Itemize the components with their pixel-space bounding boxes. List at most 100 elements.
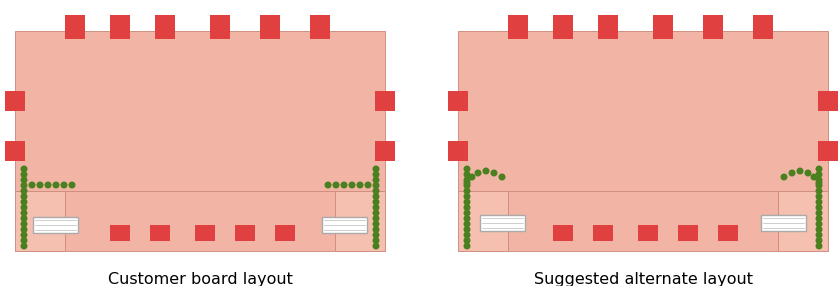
Circle shape bbox=[464, 243, 470, 249]
Bar bbox=[553, 225, 573, 241]
Bar bbox=[155, 15, 175, 39]
Circle shape bbox=[484, 168, 489, 174]
Circle shape bbox=[464, 227, 470, 232]
Circle shape bbox=[21, 210, 27, 216]
Circle shape bbox=[53, 182, 59, 188]
Circle shape bbox=[464, 180, 470, 186]
Circle shape bbox=[816, 199, 822, 205]
Circle shape bbox=[373, 232, 379, 238]
Bar bbox=[818, 91, 838, 111]
Circle shape bbox=[464, 210, 470, 216]
Bar bbox=[5, 141, 25, 161]
Bar bbox=[761, 215, 806, 231]
Circle shape bbox=[464, 172, 470, 177]
Circle shape bbox=[816, 210, 822, 216]
Bar bbox=[33, 217, 78, 233]
Circle shape bbox=[816, 227, 822, 232]
Bar bbox=[275, 225, 295, 241]
Circle shape bbox=[797, 168, 803, 174]
Circle shape bbox=[357, 182, 363, 188]
Circle shape bbox=[349, 182, 354, 188]
Bar bbox=[480, 215, 525, 231]
Circle shape bbox=[21, 199, 27, 205]
Circle shape bbox=[464, 194, 470, 199]
Bar bbox=[458, 191, 508, 251]
Bar bbox=[15, 31, 385, 191]
Circle shape bbox=[464, 216, 470, 221]
Bar bbox=[375, 91, 395, 111]
Bar bbox=[260, 15, 280, 39]
Circle shape bbox=[816, 180, 822, 186]
Circle shape bbox=[464, 232, 470, 238]
Circle shape bbox=[816, 183, 822, 188]
Bar bbox=[195, 225, 215, 241]
Bar bbox=[322, 217, 367, 233]
Bar bbox=[335, 191, 385, 251]
Circle shape bbox=[21, 221, 27, 227]
Circle shape bbox=[21, 243, 27, 249]
Circle shape bbox=[21, 216, 27, 221]
Circle shape bbox=[373, 238, 379, 243]
Circle shape bbox=[373, 194, 379, 199]
Circle shape bbox=[70, 182, 75, 188]
Circle shape bbox=[816, 221, 822, 227]
Text: Customer board layout: Customer board layout bbox=[107, 272, 292, 286]
Circle shape bbox=[21, 177, 27, 183]
Bar bbox=[703, 15, 723, 39]
Circle shape bbox=[21, 166, 27, 172]
Circle shape bbox=[21, 205, 27, 210]
Circle shape bbox=[45, 182, 51, 188]
Bar bbox=[110, 225, 130, 241]
Circle shape bbox=[491, 170, 497, 176]
Bar bbox=[753, 15, 773, 39]
Circle shape bbox=[816, 232, 822, 238]
Text: Suggested alternate layout: Suggested alternate layout bbox=[534, 272, 753, 286]
Circle shape bbox=[373, 227, 379, 232]
Circle shape bbox=[373, 205, 379, 210]
Circle shape bbox=[816, 188, 822, 194]
Bar bbox=[65, 191, 335, 251]
Circle shape bbox=[811, 174, 817, 180]
Bar bbox=[818, 141, 838, 161]
Bar bbox=[653, 15, 673, 39]
Bar bbox=[310, 15, 330, 39]
Bar bbox=[458, 31, 828, 191]
Circle shape bbox=[816, 166, 822, 172]
Circle shape bbox=[21, 188, 27, 194]
Circle shape bbox=[373, 183, 379, 188]
Circle shape bbox=[21, 227, 27, 232]
Circle shape bbox=[373, 199, 379, 205]
Bar bbox=[638, 225, 658, 241]
Circle shape bbox=[805, 170, 811, 176]
Circle shape bbox=[816, 172, 822, 177]
Circle shape bbox=[373, 172, 379, 177]
Circle shape bbox=[37, 182, 43, 188]
Bar bbox=[375, 141, 395, 161]
Circle shape bbox=[29, 182, 35, 188]
Circle shape bbox=[475, 170, 481, 176]
Circle shape bbox=[61, 182, 67, 188]
Bar bbox=[110, 15, 130, 39]
Circle shape bbox=[21, 194, 27, 199]
Bar bbox=[593, 225, 613, 241]
Bar bbox=[15, 191, 65, 251]
Circle shape bbox=[365, 182, 370, 188]
Bar bbox=[508, 15, 528, 39]
Circle shape bbox=[373, 210, 379, 216]
Circle shape bbox=[816, 238, 822, 243]
Circle shape bbox=[464, 166, 470, 172]
Circle shape bbox=[816, 216, 822, 221]
Circle shape bbox=[816, 177, 822, 183]
Circle shape bbox=[373, 243, 379, 249]
Circle shape bbox=[816, 243, 822, 249]
Circle shape bbox=[464, 238, 470, 243]
Circle shape bbox=[373, 177, 379, 183]
Circle shape bbox=[469, 174, 475, 180]
Circle shape bbox=[816, 194, 822, 199]
Bar bbox=[598, 15, 618, 39]
Circle shape bbox=[325, 182, 331, 188]
Circle shape bbox=[334, 182, 339, 188]
Bar bbox=[448, 141, 468, 161]
Circle shape bbox=[21, 172, 27, 177]
Bar bbox=[235, 225, 255, 241]
